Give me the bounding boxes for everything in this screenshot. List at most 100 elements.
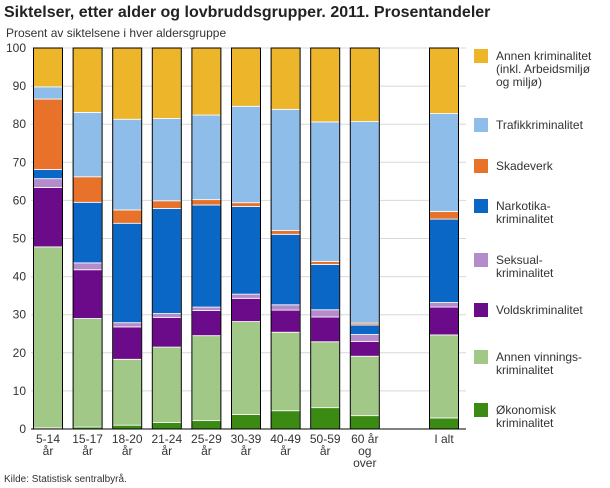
bar-segment [310, 316, 341, 343]
y-tick-label: 10 [13, 384, 27, 398]
bar-segment [191, 306, 222, 311]
y-tick-label: 20 [13, 346, 27, 360]
bar-segment [349, 47, 380, 122]
y-tick-label: 60 [13, 193, 27, 207]
bar-stack [310, 47, 341, 430]
legend-label: Skadeverk [496, 159, 554, 173]
bar-outline [151, 47, 182, 430]
bar-segment [270, 331, 301, 412]
bar-segment [231, 47, 261, 107]
legend-swatch [474, 199, 488, 213]
category-label: I alt [434, 432, 454, 446]
bar-segment [72, 47, 103, 113]
chart-title: Siktelser, etter alder og lovbruddsgrupp… [4, 4, 490, 21]
y-axis-label: Prosent av siktelsene i hver aldersgrupp… [6, 26, 226, 40]
bar-segment [231, 414, 261, 430]
legend-label: Annen kriminalitet (inkl. Arbeidsmiljø og … [496, 49, 592, 89]
bar-outline [349, 47, 380, 430]
bar-segment [231, 105, 261, 204]
bar-segment [72, 176, 103, 203]
bar-segment [72, 318, 103, 428]
bar-segment [349, 355, 380, 417]
bar-segment [191, 199, 222, 206]
bar-segment [112, 322, 143, 328]
bar-segment [33, 47, 63, 88]
bar-segment [231, 297, 261, 322]
y-tick-labels: 0 10 20 30 40 50 60 70 80 90 100 [6, 41, 26, 436]
bar-segment [33, 86, 63, 100]
y-tick-label: 0 [19, 422, 26, 436]
category-label: 18-20 år [112, 432, 143, 458]
bar-segment [151, 313, 182, 318]
bar-segment [33, 246, 63, 429]
bar-segment [33, 187, 63, 248]
bar-segment [429, 334, 459, 419]
source-note: Kilde: Statistisk sentralbyrå. [4, 473, 127, 485]
legend-swatch [474, 253, 488, 267]
bar-stack [151, 47, 182, 430]
y-tick-label: 40 [13, 270, 27, 284]
legend-label: Annen vinnings-kriminalitet [496, 350, 582, 377]
bar-outline [72, 47, 103, 430]
legend-label: Voldskriminalitet [496, 303, 583, 317]
legend-label: Narkotika-kriminalitet [496, 199, 554, 226]
legend-item: Voldskriminalitet [474, 303, 583, 317]
bar-segment [191, 335, 222, 422]
category-labels: 5-14 år 15-17 år 18-20 år 21-24 år 25-29 år 30-39 å… [36, 432, 454, 470]
bar-segment [151, 118, 182, 202]
legend-label: Trafikkriminalitet [496, 118, 584, 132]
category-label: 21-24 år [151, 432, 182, 458]
bar-segment [112, 424, 143, 430]
bar-outline [231, 47, 261, 430]
bar-segment [191, 114, 222, 201]
bar-segment [72, 111, 103, 178]
legend-item: Seksual-kriminalitet [474, 253, 554, 280]
bar-segment [310, 47, 341, 123]
bar-outline [310, 47, 341, 430]
bar-segment [191, 204, 222, 308]
bar-segment [310, 264, 341, 311]
bar-segment [310, 260, 341, 265]
bar-segment [191, 47, 222, 116]
bar-segment [231, 293, 261, 299]
legend-item: Annen vinnings-kriminalitet [474, 350, 582, 377]
bar-segment [310, 309, 341, 318]
bar-segment [429, 47, 459, 114]
bar-segment [33, 169, 63, 180]
legend-item: Annen kriminalitet (inkl. Arbeidsmiljø og … [474, 49, 592, 89]
bar-stack [429, 47, 459, 430]
bar-segment [151, 200, 182, 209]
bar-segment [112, 209, 143, 224]
bar-outline [429, 47, 459, 430]
legend-swatch [474, 303, 488, 317]
category-label: 50-59 år [310, 432, 341, 458]
legend-swatch [474, 403, 488, 417]
bar-segment [349, 324, 380, 335]
y-tick-label: 90 [13, 79, 27, 93]
bar-segment [112, 222, 143, 324]
bar-segment [349, 340, 380, 357]
bar-outline [112, 47, 143, 430]
legend-swatch [474, 350, 488, 364]
bar-segment [270, 47, 301, 110]
bar-stack [72, 47, 103, 430]
bar-segment [72, 269, 103, 319]
bar-outline [270, 47, 301, 430]
bar-segment [231, 206, 261, 295]
category-label: 40-49 år [270, 432, 301, 458]
bar-segment [112, 118, 143, 211]
bar-segment [151, 422, 182, 430]
bar-stack [33, 47, 63, 430]
bar-segment [151, 346, 182, 423]
bar-segment [151, 316, 182, 348]
bar-segment [310, 341, 341, 409]
bar-segment [429, 302, 459, 308]
legend-label: Økonomisk kriminalitet [496, 403, 557, 430]
bar-segment [270, 309, 301, 333]
legend-swatch [474, 159, 488, 173]
y-tick-label: 80 [13, 117, 27, 131]
category-label: 5-14 år [36, 432, 60, 458]
bar-segment [112, 326, 143, 360]
bar-stack [270, 47, 301, 430]
y-tick-label: 70 [13, 155, 27, 169]
